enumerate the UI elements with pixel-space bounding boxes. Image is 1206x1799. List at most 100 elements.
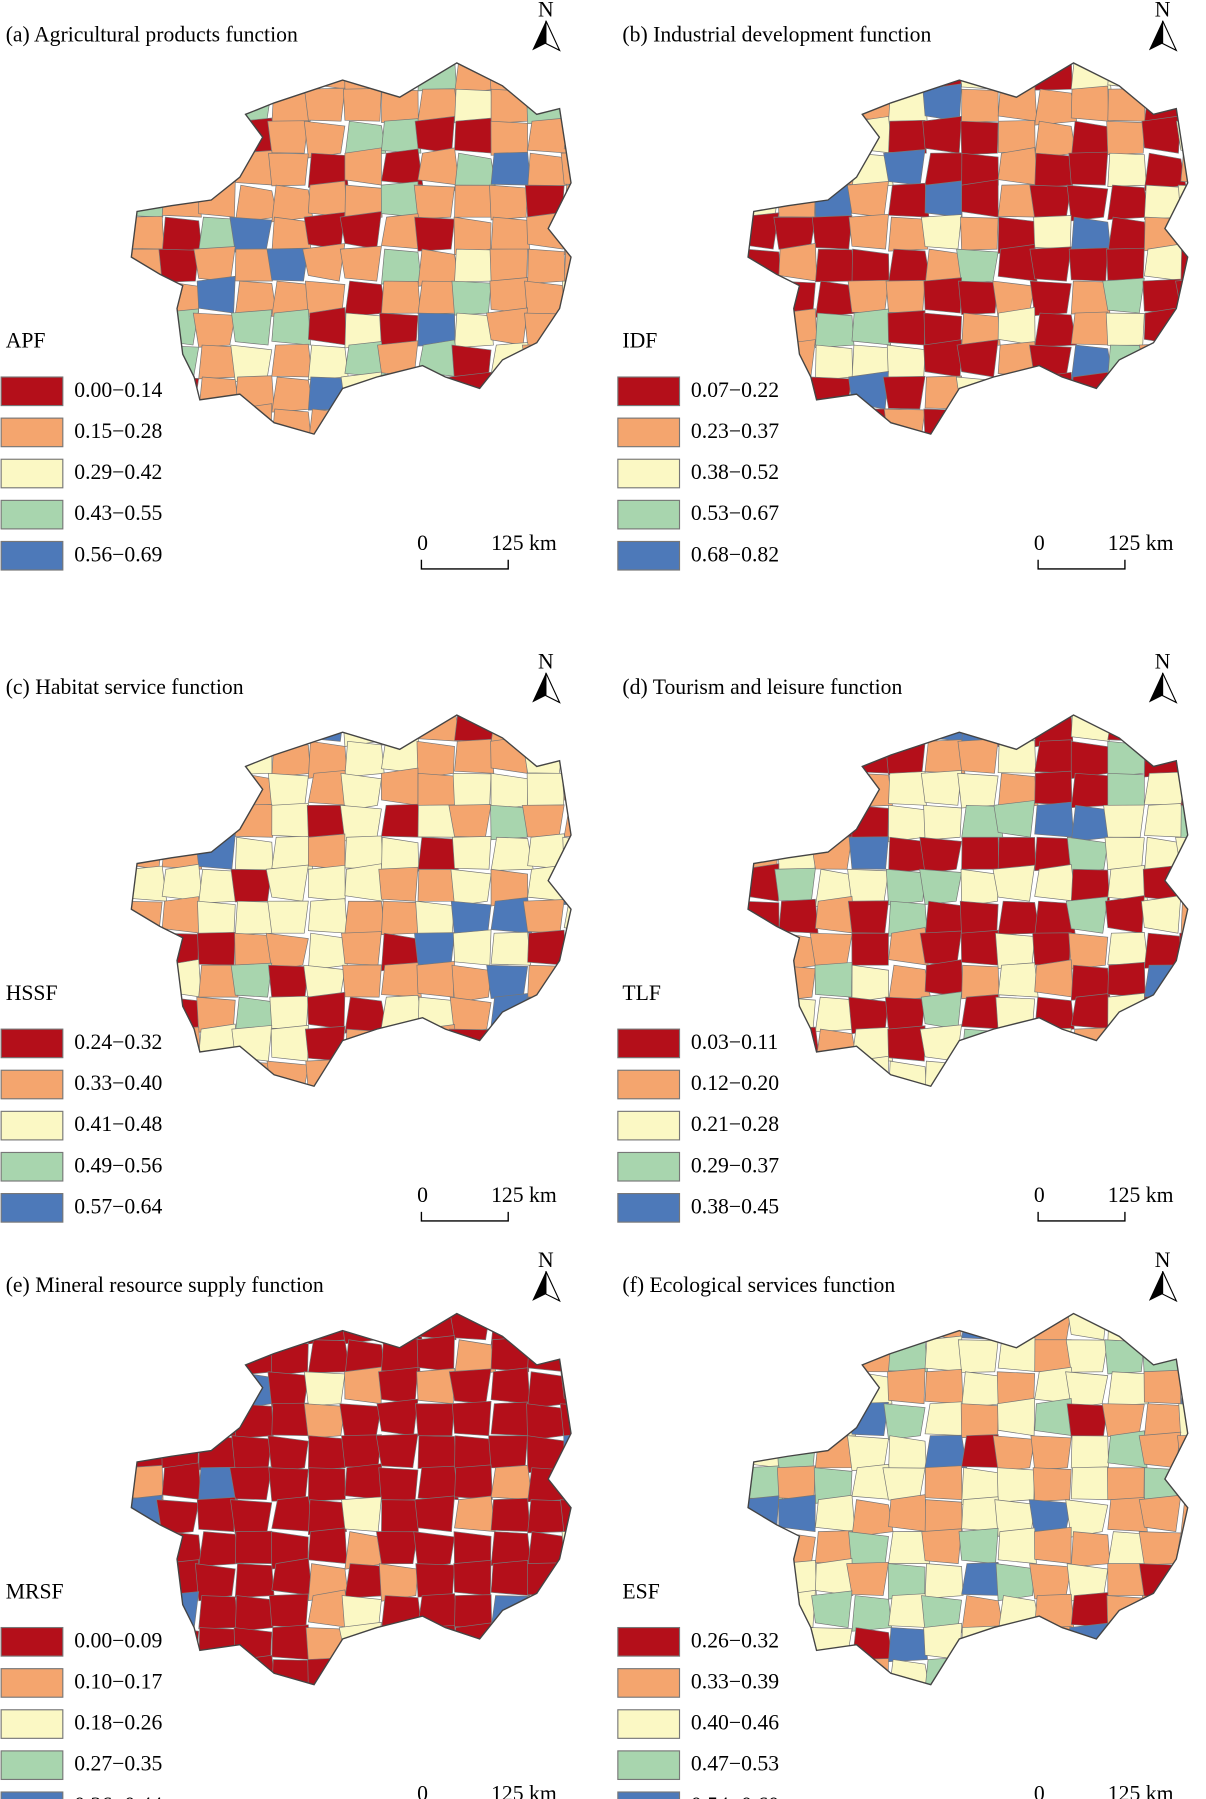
district [340, 772, 382, 812]
district [1105, 895, 1145, 934]
district [527, 1659, 566, 1685]
district [1068, 151, 1109, 186]
district [778, 150, 819, 186]
province-outline [130, 714, 572, 1088]
district [303, 120, 346, 159]
district [378, 866, 419, 902]
district [1143, 715, 1182, 742]
district [488, 1435, 528, 1469]
legend-swatch [0, 1151, 64, 1182]
legend-label: 0.41−0.48 [74, 1112, 162, 1136]
district [778, 243, 818, 282]
district [776, 376, 816, 414]
districts [131, 715, 572, 1126]
district [131, 803, 163, 838]
district [561, 280, 572, 316]
district [815, 438, 853, 473]
district [815, 1692, 856, 1727]
district [234, 1339, 276, 1376]
district [1107, 740, 1145, 778]
north-arrow-left [532, 672, 546, 703]
district [342, 715, 382, 747]
districts [131, 62, 572, 435]
district [1032, 1626, 1072, 1660]
district [415, 1403, 455, 1437]
district [305, 1058, 346, 1087]
district [234, 1595, 274, 1633]
legend-swatch [0, 1668, 64, 1698]
district [234, 932, 273, 968]
district [957, 1339, 999, 1373]
district [1032, 1467, 1072, 1502]
district [1070, 1531, 1111, 1568]
district [490, 836, 534, 871]
district [1143, 771, 1187, 806]
district [925, 441, 966, 476]
district [563, 1432, 572, 1469]
district [563, 216, 572, 255]
district [131, 927, 163, 966]
district [490, 715, 533, 744]
district [490, 88, 529, 124]
legend-label: 0.47−0.53 [691, 1752, 779, 1776]
district [527, 248, 566, 284]
district [995, 1313, 1036, 1341]
district [234, 1403, 274, 1439]
north-label: N [1155, 650, 1171, 674]
district [778, 1026, 821, 1062]
district [920, 770, 962, 806]
district [229, 216, 273, 253]
district [1034, 1339, 1072, 1373]
district [131, 1595, 167, 1630]
district [527, 964, 567, 999]
district [344, 184, 383, 221]
district [375, 1433, 419, 1469]
district [198, 1339, 241, 1375]
district [1143, 1627, 1185, 1663]
legend-swatch [617, 1791, 681, 1799]
scale-zero: 0 [1034, 1183, 1045, 1207]
district [1144, 1689, 1184, 1724]
district [563, 116, 572, 154]
district [271, 1402, 310, 1437]
district [1065, 408, 1109, 435]
district [810, 1313, 853, 1341]
district [131, 215, 165, 250]
district [490, 1088, 527, 1126]
district [162, 1692, 199, 1725]
district [271, 308, 312, 346]
district [344, 1659, 382, 1685]
district [1035, 437, 1073, 473]
district [307, 62, 348, 90]
district [778, 1494, 816, 1533]
district [748, 715, 780, 744]
district [563, 932, 572, 967]
north-arrow-left [532, 1271, 546, 1301]
district [848, 836, 889, 870]
district [161, 740, 202, 774]
district [812, 1060, 853, 1087]
district [234, 1563, 275, 1598]
legend-swatch [617, 1069, 681, 1100]
district [377, 715, 419, 746]
district [381, 1499, 419, 1533]
scale-bar [420, 1211, 509, 1222]
legend-label: 0.26−0.32 [691, 1628, 779, 1652]
district [882, 376, 926, 410]
district [271, 802, 309, 838]
district [563, 1028, 572, 1062]
district [1068, 247, 1109, 282]
district [381, 994, 424, 1030]
district [994, 403, 1036, 435]
district [748, 120, 781, 155]
district [1034, 371, 1074, 410]
district [1180, 991, 1188, 1030]
district [851, 932, 889, 966]
district [889, 441, 927, 477]
district [489, 184, 528, 221]
legend-swatch [617, 417, 681, 448]
district [417, 1435, 456, 1469]
district [924, 739, 966, 774]
district [778, 769, 820, 806]
district [748, 183, 780, 218]
